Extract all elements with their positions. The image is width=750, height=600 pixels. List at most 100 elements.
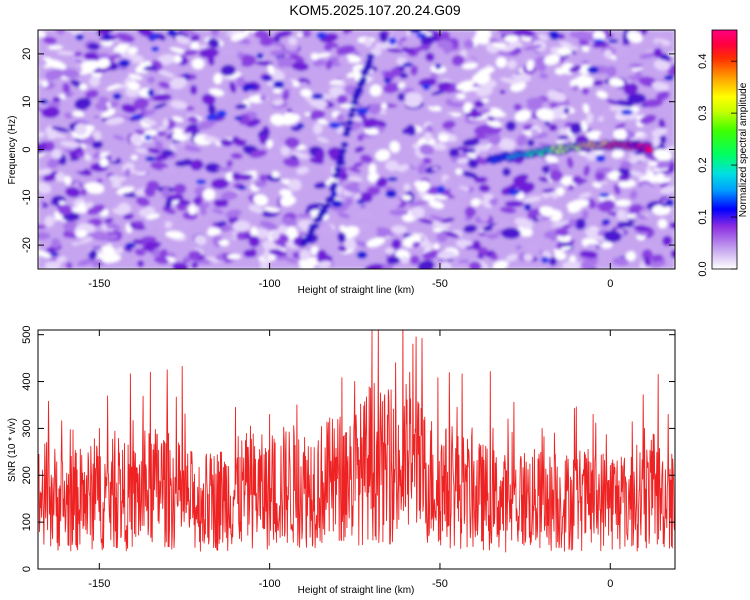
spectrogram-blob [379, 31, 389, 43]
spectrogram-blob [436, 231, 448, 243]
spectrogram-blob [277, 56, 286, 68]
spectrogram-blob [592, 79, 604, 86]
spectrogram-blob [90, 239, 103, 247]
spectrogram-blob [92, 66, 113, 74]
spectrogram-blob [105, 116, 125, 125]
spectrogram-blob [368, 103, 382, 115]
spectrogram-blob [554, 251, 567, 260]
spectrogram-blob [317, 118, 328, 125]
spectrogram-blob [625, 251, 636, 262]
spectrogram-blob [369, 84, 382, 97]
spectrogram-blob [336, 94, 348, 104]
spectrogram-blob [208, 227, 222, 234]
spectrogram-spot [234, 115, 243, 121]
spectrogram-blob [581, 87, 590, 95]
chart-title: KOM5.2025.107.20.24.G09 [289, 2, 461, 18]
spectrogram-blob [658, 118, 666, 130]
spectrogram-blob [555, 228, 569, 237]
spectrogram-blob [230, 152, 243, 160]
colorbar-tick-label: 0.1 [697, 209, 709, 224]
spectrogram-blob [614, 123, 626, 130]
spectrogram-blob [72, 110, 85, 117]
spectrogram-spot [331, 199, 343, 208]
spectrogram-blob [230, 32, 246, 42]
spectrogram-spot [296, 122, 305, 129]
spectrogram-blob [399, 72, 409, 79]
spectrogram-blob [175, 35, 191, 45]
spectrogram-blob [427, 118, 447, 130]
spectrogram-blob [544, 230, 559, 239]
spectrogram-blob [514, 73, 531, 83]
spectrogram-blob [203, 135, 220, 143]
spectrogram-blob [653, 59, 671, 71]
spectrogram-blob [425, 52, 435, 62]
spectrogram-blob [486, 119, 502, 128]
spectrogram-spot [523, 203, 532, 211]
spectrogram-blob [422, 35, 438, 41]
spectrogram-blob [229, 81, 237, 94]
spectrogram-blob [628, 203, 643, 214]
spectrogram-blob [270, 113, 286, 126]
spectrogram-spot [663, 74, 675, 81]
spectrogram-blob [50, 238, 61, 249]
spectrogram-blob [158, 70, 175, 78]
spectrogram-blob [354, 240, 371, 249]
spectrogram-blob [618, 179, 636, 188]
spectrogram-spot [621, 109, 633, 116]
spectrogram-blob [284, 137, 300, 149]
spectrogram-blob [206, 256, 220, 263]
spectrogram-blob [248, 204, 264, 213]
snr-ylabel: SNR (10 * v/v) [7, 418, 18, 482]
spectrogram-blob [566, 156, 574, 169]
spectrogram-blob [437, 134, 449, 143]
spectrogram-blob [337, 55, 349, 65]
spectrogram-blob [312, 59, 326, 67]
spectrogram-blob [253, 194, 268, 206]
colorbar: 0.0 0.1 0.2 0.3 0.4 Normalized spectral ampl… [697, 29, 749, 277]
spectrogram-blob [321, 165, 333, 176]
spectrogram-blob [592, 182, 602, 188]
spectrogram-blob [259, 220, 278, 231]
streak-point [349, 106, 358, 113]
spectrogram-blob [569, 255, 577, 264]
spectrogram-blob [117, 188, 125, 195]
spectrogram-blob [451, 262, 470, 268]
spectrogram-xlabel: Height of straight line (km) [298, 285, 415, 296]
spectrogram-blob [523, 196, 542, 203]
spectrogram-blob [96, 52, 111, 59]
spectrogram-blob [121, 103, 137, 114]
spectrogram-blob [609, 216, 617, 223]
spectrogram-blob [182, 144, 202, 153]
streak-point [326, 195, 335, 202]
spectrogram-blob [152, 93, 172, 102]
colorbar-tick-label: 0.4 [697, 54, 709, 69]
spectrogram-blob [556, 242, 563, 250]
spectrogram-blob [426, 124, 434, 135]
spectrogram-blob [62, 136, 75, 143]
spectrogram-spot [356, 199, 365, 205]
spectrogram-blob [74, 51, 83, 57]
streak-point [333, 166, 342, 173]
spectrogram-blob [336, 45, 356, 56]
spectrogram-blob [556, 186, 565, 196]
spectrogram-blob [84, 182, 105, 194]
streak-point [347, 112, 356, 119]
spectrogram-blob [616, 99, 634, 108]
spectrogram-blob [594, 170, 606, 182]
snr-ytick-label: 300 [21, 419, 33, 437]
spectrogram-blob [456, 157, 470, 164]
spectrogram-blob [41, 106, 60, 119]
spectrogram-blob [346, 72, 357, 78]
spectrogram-blob [243, 249, 255, 258]
spectrogram-blob [553, 246, 572, 253]
spectrogram-spot [598, 192, 610, 198]
spectrogram-blob [138, 209, 151, 217]
spectrogram-blob [210, 30, 220, 37]
spectrogram-blob [551, 220, 571, 227]
spectrogram-spot [387, 176, 398, 182]
spectrogram-blob [279, 168, 288, 180]
spectrogram-blob [376, 227, 395, 236]
spectrogram-blob [207, 38, 220, 49]
spectrogram-blob [486, 233, 500, 240]
